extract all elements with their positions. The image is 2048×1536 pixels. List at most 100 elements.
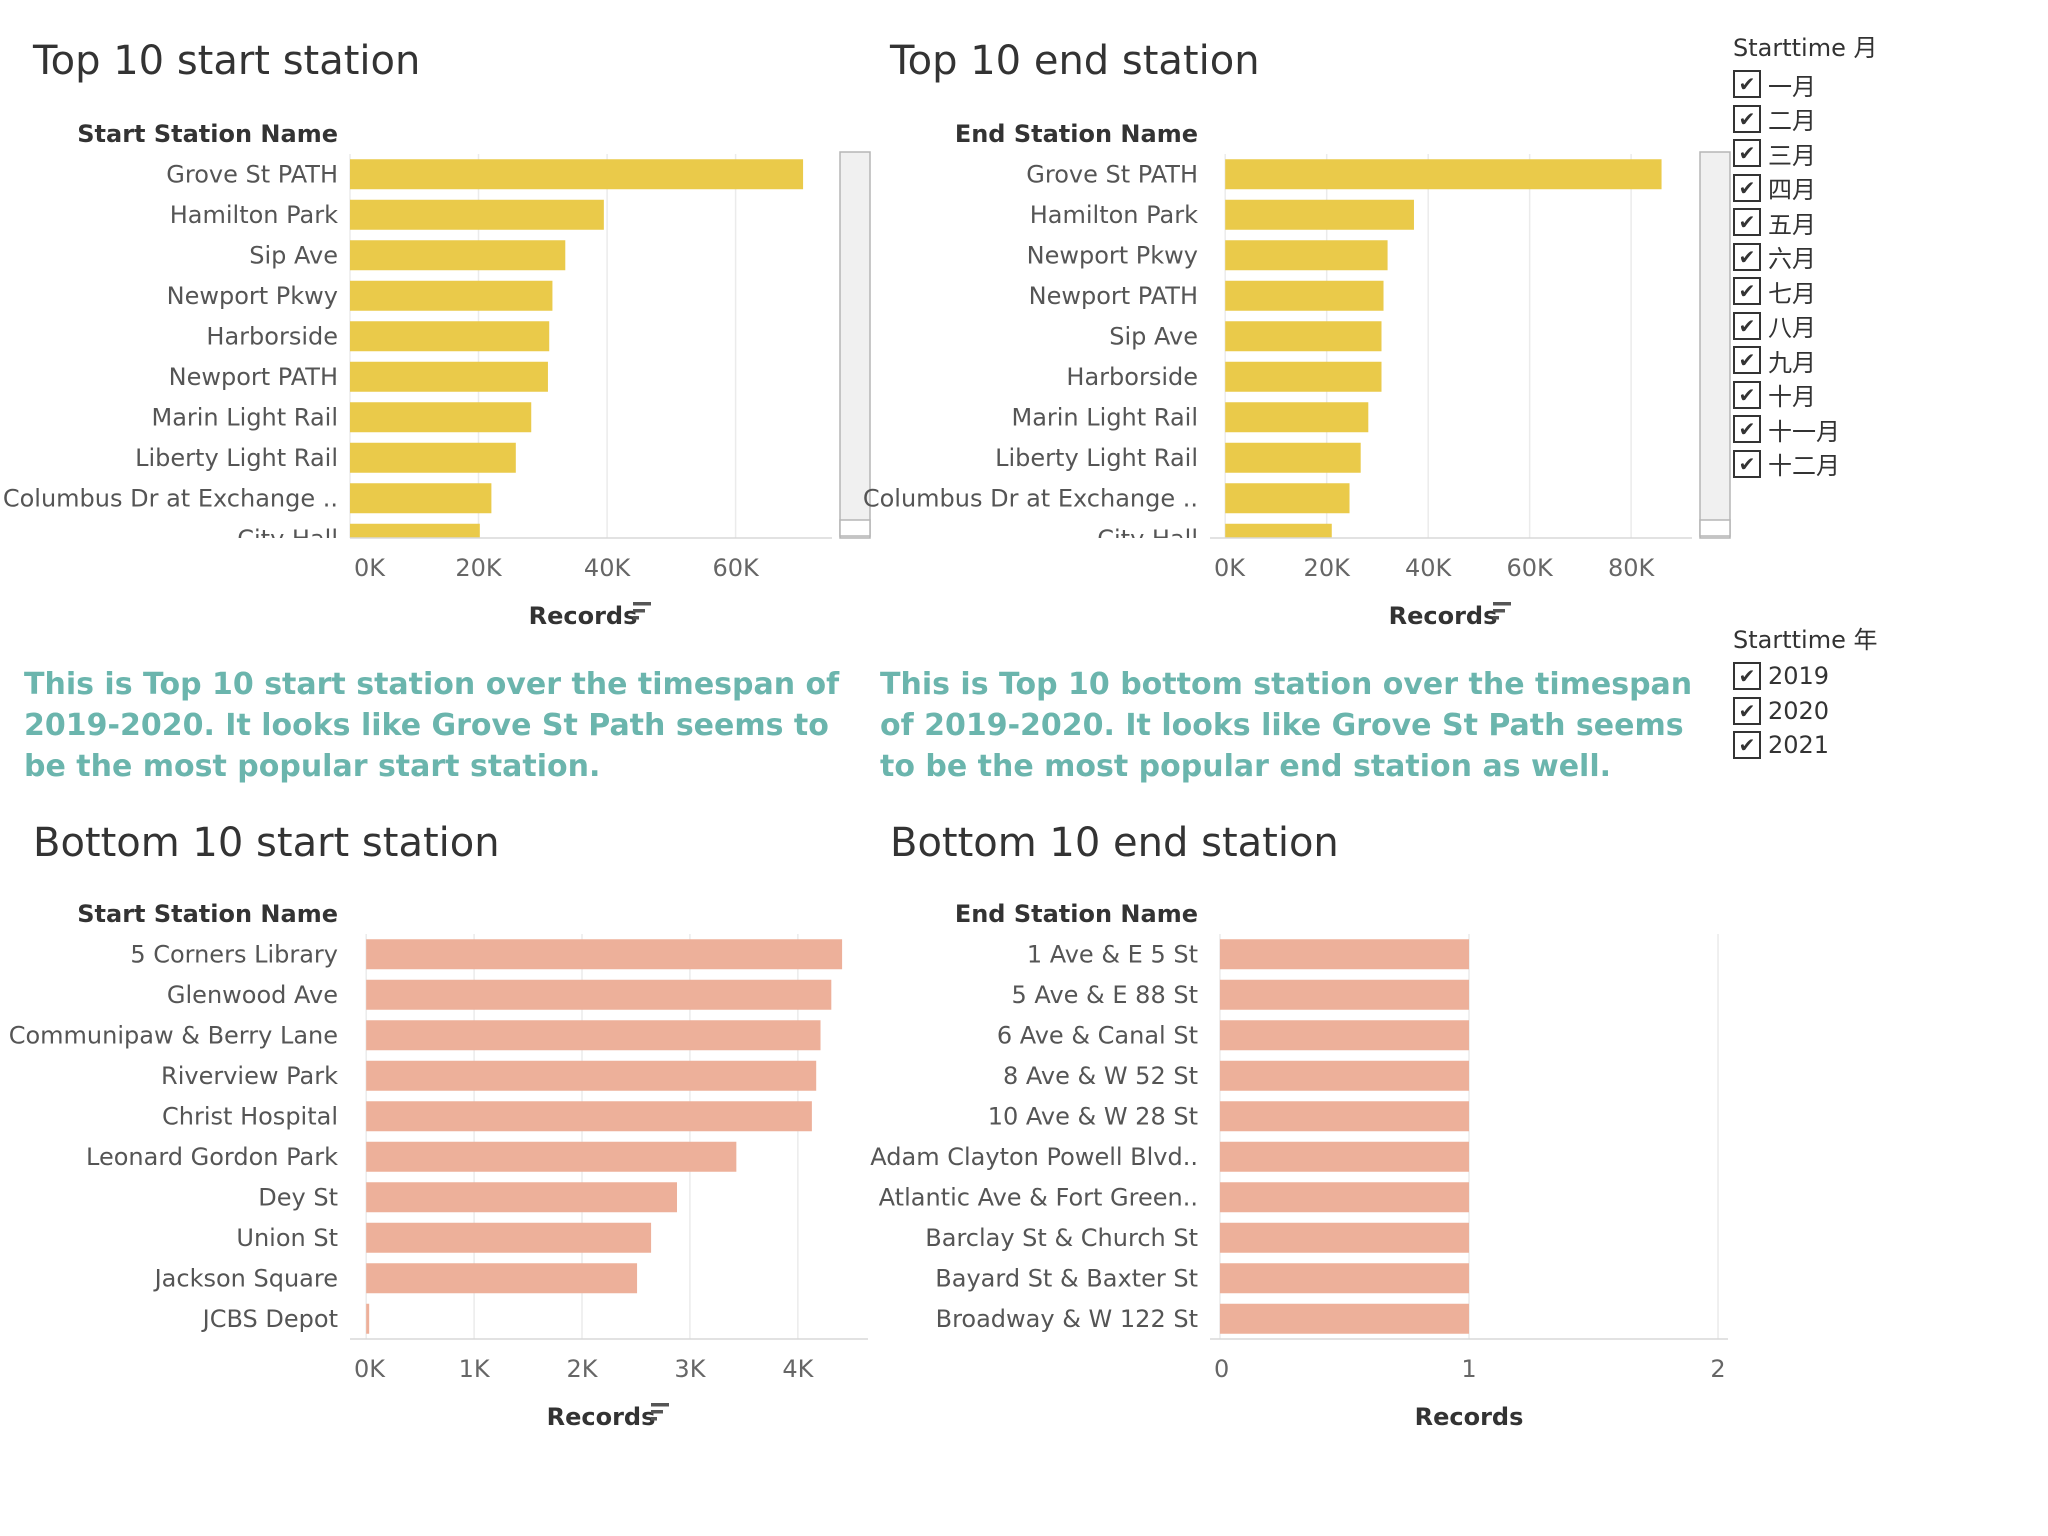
month-filter-item[interactable]: ✔ 三月 [1733,136,1877,171]
bar[interactable] [1225,159,1662,190]
bar-group: 5 Corners Library Glenwood Ave Communipaw … [9,939,843,1334]
category-label: 6 Ave & Canal St [997,1021,1198,1049]
bar[interactable] [366,1222,652,1253]
month-filter-item[interactable]: ✔ 五月 [1733,205,1877,240]
scrollbar-thumb[interactable] [839,519,871,537]
bar[interactable] [1219,1060,1469,1091]
bar[interactable] [1225,199,1414,230]
check-icon[interactable]: ✔ [1733,70,1761,99]
check-icon[interactable]: ✔ [1733,449,1761,478]
month-filter-item[interactable]: ✔ 四月 [1733,171,1877,206]
bar[interactable] [366,1182,677,1213]
year-filter-item[interactable]: ✔ 2019 [1733,659,1877,694]
month-filter-item[interactable]: ✔ 八月 [1733,309,1877,344]
category-label: Hamilton Park [1030,201,1198,229]
check-icon[interactable]: ✔ [1733,139,1761,168]
bar[interactable] [1225,402,1369,433]
check-icon[interactable]: ✔ [1733,277,1761,306]
month-filter-title: Starttime 月 [1733,34,1878,62]
bar[interactable] [350,442,516,473]
bar[interactable] [350,199,604,230]
bar[interactable] [350,523,480,554]
bar[interactable] [1219,1182,1469,1213]
bar[interactable] [1219,1222,1469,1253]
bar-group: 1 Ave & E 5 St 5 Ave & E 88 St 6 Ave & Can… [870,939,1469,1334]
chart-title-bottom-start: Bottom 10 start station [33,820,500,866]
bar[interactable] [1219,1263,1469,1294]
check-icon[interactable]: ✔ [1733,104,1761,133]
bar[interactable] [1225,240,1388,271]
bar[interactable] [1219,1141,1469,1172]
check-icon[interactable]: ✔ [1733,208,1761,237]
bar[interactable] [350,483,492,514]
check-icon[interactable]: ✔ [1733,173,1761,202]
bar[interactable] [1219,1020,1469,1051]
sort-descending-icon[interactable] [1493,602,1511,620]
month-filter-item[interactable]: ✔ 二月 [1733,102,1877,137]
bar[interactable] [350,240,566,271]
bar[interactable] [366,1263,638,1294]
bar[interactable] [350,361,548,392]
check-icon[interactable]: ✔ [1733,380,1761,409]
month-filter-item[interactable]: ✔ 七月 [1733,274,1877,309]
bar[interactable] [1219,979,1469,1010]
category-label: Newport Pkwy [167,282,338,310]
sort-descending-icon[interactable] [651,1403,669,1421]
chart-title-top-end: Top 10 end station [890,38,1260,84]
category-label: Dey St [258,1183,338,1211]
check-icon[interactable]: ✔ [1733,242,1761,271]
check-icon[interactable]: ✔ [1733,415,1761,444]
chart-title-top-start: Top 10 start station [33,38,421,84]
scrollbar-thumb[interactable] [1699,519,1731,537]
bar[interactable] [1225,442,1361,473]
scrollbar[interactable] [1699,151,1731,539]
bar[interactable] [350,402,532,433]
month-filter-item[interactable]: ✔ 九月 [1733,343,1877,378]
check-icon[interactable]: ✔ [1733,662,1761,691]
bar[interactable] [366,1141,737,1172]
month-filter-item[interactable]: ✔ 十月 [1733,378,1877,413]
bar[interactable] [1219,939,1469,970]
category-label: Union St [236,1224,338,1252]
bottom-start-chart: Start Station Name 5 Corners Library Glenw… [9,900,868,1431]
check-icon[interactable]: ✔ [1733,696,1761,725]
bar[interactable] [1219,1303,1469,1334]
note-end: This is Top 10 bottom station over the t… [880,667,1693,784]
category-label: Communipaw & Berry Lane [9,1021,338,1049]
bar[interactable] [1225,321,1382,352]
check-icon[interactable]: ✔ [1733,731,1761,760]
year-filter-item[interactable]: ✔ 2020 [1733,694,1877,729]
year-filter-item[interactable]: ✔ 2021 [1733,728,1877,763]
x-tick-label: 0K [354,554,386,582]
category-label: Columbus Dr at Exchange .. [863,484,1198,512]
category-label: Newport PATH [169,363,338,391]
bar[interactable] [1225,361,1382,392]
check-icon[interactable]: ✔ [1733,346,1761,375]
bar[interactable] [366,979,832,1010]
bar[interactable] [350,321,550,352]
bar[interactable] [366,1060,817,1091]
y-axis-header: End Station Name [955,120,1198,148]
scrollbar[interactable] [839,151,871,539]
category-label: 1 Ave & E 5 St [1027,940,1198,968]
bar[interactable] [366,939,843,970]
month-filter-item[interactable]: ✔ 十二月 [1733,447,1877,482]
month-filter-item[interactable]: ✔ 六月 [1733,240,1877,275]
category-label: 8 Ave & W 52 St [1003,1062,1198,1090]
bar[interactable] [366,1020,821,1051]
category-label: Marin Light Rail [151,403,338,431]
category-label: JCBS Depot [201,1305,338,1333]
month-filter-item[interactable]: ✔ 一月 [1733,67,1877,102]
month-filter-item[interactable]: ✔ 十一月 [1733,412,1877,447]
bar[interactable] [1225,483,1350,514]
check-icon[interactable]: ✔ [1733,311,1761,340]
bar[interactable] [1225,523,1332,554]
bar[interactable] [1225,280,1384,311]
bar[interactable] [366,1303,370,1334]
category-label: Sip Ave [249,241,338,269]
bar[interactable] [366,1101,812,1132]
sort-descending-icon[interactable] [633,602,651,620]
bar[interactable] [350,159,804,190]
bar[interactable] [350,280,553,311]
bar[interactable] [1219,1101,1469,1132]
